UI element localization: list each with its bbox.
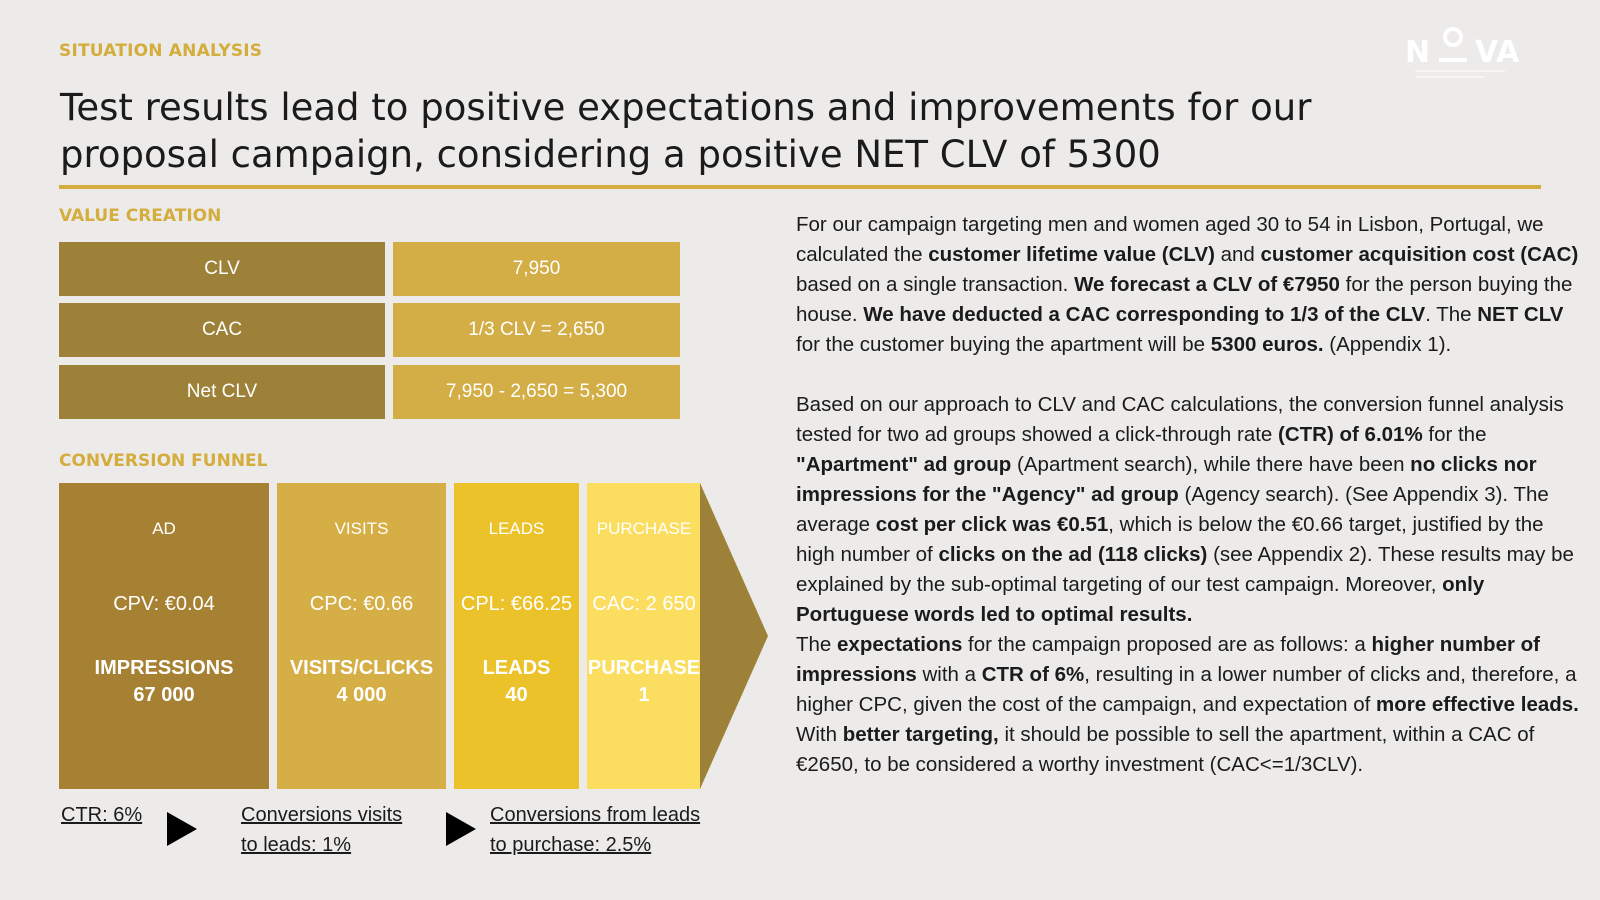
page-title: Test results lead to positive expectatio…	[60, 84, 1520, 178]
note-line: Conversions visits	[241, 804, 403, 826]
paragraph-expectations: The expectations for the campaign propos…	[796, 630, 1586, 780]
bold-text-run: higher number of impressions	[796, 633, 1541, 686]
value-row-clv: CLV 7,950	[59, 242, 680, 296]
bold-text-run: expectations	[837, 633, 963, 656]
note-line: to purchase: 2.5%	[490, 834, 652, 856]
analysis-text: For our campaign targeting men and women…	[796, 210, 1586, 780]
stage-value: 1	[638, 684, 650, 706]
text-run: For our campaign targeting men and women…	[796, 213, 1544, 266]
leads-to-purchase-note: Conversions from leads to purchase: 2.5%	[490, 800, 700, 860]
text-run: (see Appendix 2). These results may be e…	[796, 543, 1574, 596]
text-run: (Agency search). (See Appendix 3). The a…	[796, 483, 1549, 536]
bold-text-run: clicks on the ad (118 clicks)	[938, 543, 1208, 566]
text-run: (Apartment search), while there have bee…	[1011, 453, 1411, 476]
svg-text:VA: VA	[1475, 35, 1520, 70]
stage-label: VISITS/CLICKS	[289, 657, 434, 679]
value-key: Net CLV	[59, 365, 385, 419]
bold-text-run: 5300 euros.	[1210, 333, 1324, 356]
text-run: for the	[1422, 423, 1487, 446]
stage-metric: CPV: €0.04	[113, 593, 215, 615]
bold-text-run: We forecast a CLV of €7950	[1074, 273, 1340, 296]
text-run: Based on our approach to CLV and CAC cal…	[796, 393, 1564, 446]
stage-value: 67 000	[133, 684, 195, 706]
stage-metric: CPC: €0.66	[309, 593, 414, 615]
bold-text-run: We have deducted a CAC corresponding to …	[863, 303, 1426, 326]
text-run: With	[796, 723, 843, 746]
funnel-stage-visits: VISITS CPC: €0.66 VISITS/CLICKS 4 000	[277, 483, 446, 789]
stage-name: PURCHASE	[596, 519, 692, 538]
text-run: , resulting in a lower number of clicks …	[796, 663, 1577, 716]
bold-text-run: cost per click was €0.51	[875, 513, 1109, 536]
stage-metric: CPL: €66.25	[460, 593, 573, 615]
text-run: (Appendix 1).	[1323, 333, 1452, 356]
text-run: . The	[1425, 303, 1478, 326]
bold-text-run: customer acquisition cost (CAC)	[1260, 243, 1579, 266]
section-kicker: SITUATION ANALYSIS	[59, 41, 263, 61]
note-line: Conversions from leads	[490, 804, 701, 826]
funnel-stage-purchase: PURCHASE CAC: 2 650 PURCHASE 1	[587, 483, 701, 789]
text-run: , which is below the €0.66 target, justi…	[796, 513, 1544, 566]
value-key: CAC	[59, 303, 385, 357]
play-arrow-icon	[446, 812, 476, 846]
bold-text-run: NET CLV	[1477, 303, 1564, 326]
bold-text-run: better targeting,	[842, 723, 999, 746]
stage-label: PURCHASE	[587, 657, 701, 679]
bold-text-run: no clicks nor impressions for the "Agenc…	[796, 453, 1537, 506]
text-run: The	[796, 633, 838, 656]
ctr-note: CTR: 6%	[61, 804, 143, 826]
value-amount: 1/3 CLV = 2,650	[393, 303, 680, 357]
stage-value: 4 000	[336, 684, 387, 706]
bold-text-run: more effective leads.	[1376, 693, 1579, 716]
bold-text-run: "Apartment" ad group	[796, 453, 1012, 476]
value-row-net-clv: Net CLV 7,950 - 2,650 = 5,300	[59, 365, 680, 419]
visits-to-leads-note: Conversions visits to leads: 1%	[241, 800, 402, 860]
value-amount: 7,950	[393, 242, 680, 296]
nova-logo: N VA	[1405, 27, 1520, 78]
bold-text-run: (CTR) of 6.01%	[1278, 423, 1423, 446]
text-run: based on a single transaction.	[796, 273, 1075, 296]
stage-label: LEADS	[482, 657, 551, 679]
note-line: to leads: 1%	[241, 834, 352, 856]
stage-value: 40	[505, 684, 528, 706]
funnel-stage-ad: AD CPV: €0.04 IMPRESSIONS 67 000	[59, 483, 269, 789]
stage-name: AD	[152, 519, 176, 538]
title-line-1: Test results lead to positive expectatio…	[60, 86, 1312, 129]
bold-text-run: CTR of 6%	[981, 663, 1085, 686]
stage-metric: CAC: 2 650	[592, 593, 696, 615]
svg-text:N: N	[1405, 35, 1434, 70]
text-run: for the campaign proposed are as follows…	[962, 633, 1372, 656]
paragraph-funnel-analysis: Based on our approach to CLV and CAC cal…	[796, 390, 1586, 630]
title-divider	[59, 185, 1541, 189]
bold-text-run: customer lifetime value (CLV)	[928, 243, 1215, 266]
value-amount: 7,950 - 2,650 = 5,300	[393, 365, 680, 419]
text-run: and	[1214, 243, 1261, 266]
stage-name: VISITS	[334, 519, 389, 538]
bold-text-run: only Portuguese words led to optimal res…	[796, 573, 1485, 626]
stage-label: IMPRESSIONS	[94, 657, 234, 679]
funnel-stage-leads: LEADS CPL: €66.25 LEADS 40	[454, 483, 579, 789]
value-key: CLV	[59, 242, 385, 296]
value-creation-label: VALUE CREATION	[59, 206, 222, 226]
paragraph-clv-cac: For our campaign targeting men and women…	[796, 210, 1586, 360]
text-run: it should be possible to sell the apartm…	[796, 723, 1535, 776]
text-run: with a	[916, 663, 982, 686]
value-row-cac: CAC 1/3 CLV = 2,650	[59, 303, 680, 357]
stage-name: LEADS	[488, 519, 545, 538]
play-arrow-icon	[167, 812, 197, 846]
text-run: for the person buying the house.	[796, 273, 1573, 326]
title-line-2: proposal campaign, considering a positiv…	[60, 133, 1161, 176]
conversion-funnel-label: CONVERSION FUNNEL	[59, 451, 268, 471]
funnel-arrow-tip	[700, 483, 768, 789]
text-run: for the customer buying the apartment wi…	[796, 333, 1211, 356]
